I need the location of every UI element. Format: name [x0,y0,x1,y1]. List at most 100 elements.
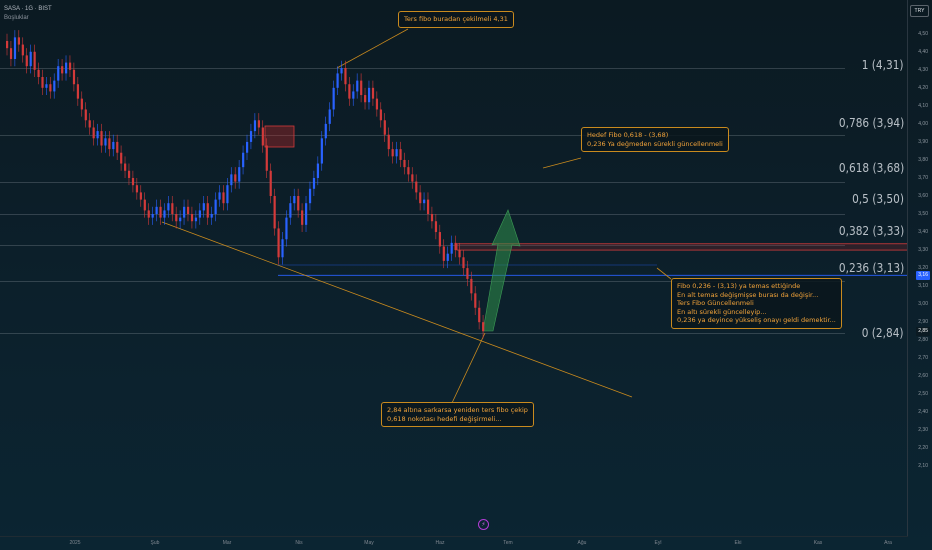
candle-body [194,217,198,222]
callout-pointer-236 [656,267,672,280]
fib-label-0382: 0,382 (3,33) [838,224,904,238]
candle-body [116,141,119,153]
candle-body [143,199,146,211]
candle-body [33,51,36,70]
candle-body [356,80,359,92]
price-tick: 3,50 [918,211,928,218]
fib-label-0618: 0,618 (3,68) [838,161,904,175]
candle-body [320,138,323,164]
candle-body [273,195,276,229]
candle-body [249,131,253,142]
price-tick: 2,50 [918,391,928,398]
candle-body [340,68,343,74]
candle-body [312,177,316,189]
candle-body [53,80,56,92]
candle-body [454,242,457,251]
price-tick: 2,60 [918,373,928,380]
candle-body [37,69,40,78]
candle-body [96,131,99,139]
candle-body [316,163,320,178]
candle-body [167,203,170,211]
candle-body [202,203,205,211]
layout-label: Boşluklar [4,15,29,21]
candle-body [324,123,327,139]
candle-body [281,239,284,258]
time-axis[interactable]: 2025 Şub Mar Nis May Haz Tem Ağu Eyl Eki Kas Ara [0,536,908,550]
price-tick: 2,20 [918,445,928,452]
candle-body [190,214,194,222]
candle-body [155,206,158,215]
candle-body [218,192,221,200]
flash-icon[interactable]: ⚡ [478,519,489,530]
chart-area[interactable]: SASA · 1G · BIST Boşluklar 1 (4,31) 0,78… [0,0,908,537]
fib-label-0236: 0,236 (3,13) [838,261,904,275]
candle-body [423,199,426,204]
candle-body [112,141,115,150]
callout-fibo236-line-1: Fibo 0,236 - (3,13) ya temas ettiğinde [677,282,801,290]
price-tick: 3,00 [918,301,928,308]
callout-bottom[interactable]: 2,84 altına sarkarsa yeniden ters fibo ç… [381,402,534,427]
fib-label-1: 1 (4,31) [862,58,904,72]
candle-body [348,84,351,99]
price-tick: 4,10 [918,102,928,109]
candle-body [426,199,430,215]
price-tick: 4,30 [918,66,928,73]
candle-body [230,174,233,186]
candle-body [297,195,300,211]
candle-body [289,203,292,218]
candle-body [308,188,312,204]
trendline [161,221,633,398]
candle-body [226,185,229,204]
candle-body [257,120,261,128]
candle-body [379,109,382,121]
candle-body [206,203,209,218]
candle-body [84,109,87,121]
candle-body [57,66,60,81]
candle-body [265,145,268,171]
candle-body [49,84,52,92]
callout-fibo236-line-3: Ters Fibo Güncellenmeli [677,299,754,307]
price-axis[interactable]: TRY 4,50 4,40 4,30 4,20 4,10 4,00 3,90 3,80 3,70… [907,0,932,537]
callout-top[interactable]: Ters fibo buradan çekilmeli 4,31 [398,11,514,28]
callout-fibo236-line-4: En altı sürekli güncelleyip... [677,307,767,316]
candle-body [367,87,371,103]
candle-body [238,167,241,182]
callout-target[interactable]: Hedef Fibo 0,618 - (3,68) 0,236 Ya değme… [581,127,729,152]
candle-body [253,120,257,132]
candle-body [285,217,288,240]
price-tick: 2,30 [918,427,928,434]
callout-pointer-bottom [451,332,486,404]
price-tick: 3,30 [918,247,928,254]
currency-button[interactable]: TRY [910,5,929,17]
candle-body [352,91,355,99]
candle-body [234,174,237,182]
candle-body [135,185,139,193]
fib-label-05: 0,5 (3,50) [852,192,904,206]
candle-body [450,242,453,254]
candle-body [29,51,32,67]
price-tick: 2,70 [918,355,928,362]
candle-body [76,84,80,99]
price-tick: 4,40 [918,48,928,55]
candle-body [151,214,154,218]
candle-body [171,203,174,215]
time-tick: Ağu [577,540,587,546]
price-tick: 3,90 [918,138,928,145]
chart-canvas[interactable] [0,0,908,537]
fib-label-0: 0 (2,84) [862,326,904,340]
time-tick: May [364,540,374,546]
callout-fibo236[interactable]: Fibo 0,236 - (3,13) ya temas ettiğinde E… [671,278,842,329]
candle-body [41,77,44,88]
callout-target-line-2: 0,236 Ya değmeden sürekli güncellenmeli [587,139,723,148]
candle-body [293,195,296,204]
time-tick: 2025 [69,540,81,546]
candle-body [139,192,142,200]
candle-body [391,149,394,157]
time-tick: Kas [813,540,823,546]
candle-body [9,48,13,59]
symbol-title[interactable]: SASA · 1G · BIST [4,6,52,12]
candle-body [411,174,414,182]
price-tick: 3,10 [918,283,928,290]
candle-body [210,214,213,218]
time-tick: Tem [503,540,513,546]
